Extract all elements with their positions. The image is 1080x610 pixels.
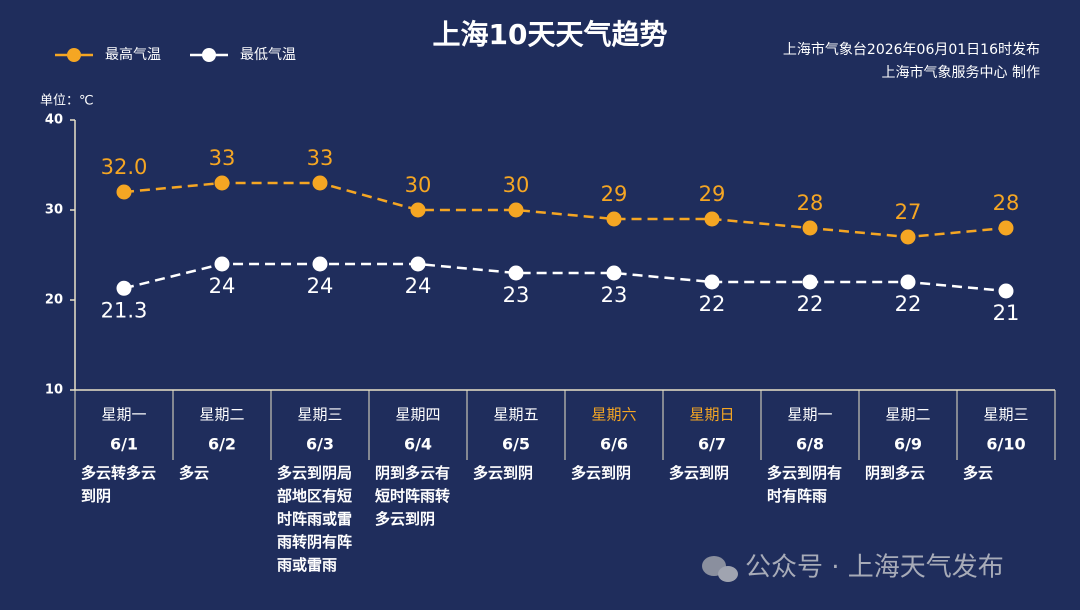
weather-text: 阴到多云有短时阵雨转多云到阴 (375, 464, 451, 528)
data-label: 33 (307, 146, 334, 170)
point (508, 202, 524, 218)
weekday-label: 星期三 (297, 406, 342, 424)
weekday-label: 星期二 (885, 406, 930, 424)
legend-label: 最低气温 (240, 47, 296, 63)
data-label: 28 (797, 191, 824, 215)
weather-text: 多云 (179, 464, 210, 482)
point (116, 184, 132, 200)
weather-text: 多云到阴 (669, 464, 730, 482)
note: 上海市气象服务中心 制作 (882, 64, 1040, 81)
point (606, 211, 622, 227)
data-label: 22 (699, 292, 726, 316)
data-label: 27 (895, 200, 922, 224)
x-tick-label: 6/8 (796, 435, 824, 454)
weather-text: 多云到阴局部地区有短时阵雨或雷雨转阴有阵雨或雷雨 (277, 464, 353, 574)
data-label: 23 (601, 283, 628, 307)
note: 上海市气象台2026年06月01日16时发布 (783, 41, 1040, 58)
point (508, 265, 524, 281)
point (802, 274, 818, 290)
data-label: 32.0 (101, 155, 148, 179)
point (704, 211, 720, 227)
point (116, 280, 132, 296)
weather-text: 多云到阴有时有阵雨 (767, 464, 843, 505)
weather-text: 多云 (963, 464, 994, 482)
point (214, 256, 230, 272)
data-label: 29 (601, 182, 628, 206)
chart-title: 上海10天天气趋势 (433, 18, 668, 51)
data-label: 33 (209, 146, 236, 170)
weather-text: 多云到阴 (473, 464, 534, 482)
series-line (123, 262, 1007, 293)
point (900, 274, 916, 290)
watermark: 公众号 · 上海天气发布 (702, 553, 1004, 583)
x-tick-label: 6/10 (986, 435, 1025, 454)
point (900, 229, 916, 245)
data-label: 21 (993, 301, 1020, 325)
y-tick-label: 40 (45, 113, 63, 128)
data-label: 24 (405, 274, 432, 298)
x-tick-label: 6/4 (404, 435, 432, 454)
weekday-label: 星期三 (983, 406, 1028, 424)
data-label: 30 (503, 173, 530, 197)
data-label: 23 (503, 283, 530, 307)
point (704, 274, 720, 290)
data-label: 22 (797, 292, 824, 316)
data-label: 28 (993, 191, 1020, 215)
x-tick-label: 6/5 (502, 435, 530, 454)
weekday-label: 星期四 (395, 406, 440, 424)
weekday-label: 星期一 (101, 406, 146, 424)
legend-marker (67, 48, 81, 62)
unit-label: 单位：℃ (40, 94, 94, 109)
legend-marker (202, 48, 216, 62)
x-tick-label: 6/7 (698, 435, 726, 454)
data-label: 21.3 (101, 298, 148, 322)
point (312, 256, 328, 272)
point (312, 175, 328, 191)
data-label: 22 (895, 292, 922, 316)
series-line (123, 181, 1007, 239)
y-tick-label: 20 (45, 293, 63, 308)
legend-label: 最高气温 (105, 46, 161, 63)
point (410, 202, 426, 218)
weather-text: 阴到多云 (865, 464, 926, 482)
point (802, 220, 818, 236)
watermark-text: 公众号 · 上海天气发布 (745, 553, 1004, 583)
x-tick-label: 6/9 (894, 435, 922, 454)
x-tick-label: 6/1 (110, 435, 138, 454)
weekday-label: 星期五 (493, 406, 538, 424)
x-tick-label: 6/6 (600, 435, 628, 454)
weekday-label: 星期二 (199, 406, 244, 424)
weekday-label: 星期日 (689, 406, 734, 424)
point (998, 283, 1014, 299)
point (214, 175, 230, 191)
weekday-label: 星期一 (787, 406, 832, 424)
weather-text: 多云转多云到阴 (81, 464, 157, 505)
point (606, 265, 622, 281)
y-tick-label: 10 (45, 383, 63, 398)
data-label: 29 (699, 182, 726, 206)
weather-text: 多云到阴 (571, 464, 632, 482)
weekday-label: 星期六 (591, 406, 636, 424)
data-label: 24 (209, 274, 236, 298)
data-label: 30 (405, 173, 432, 197)
y-tick-label: 30 (45, 203, 63, 218)
x-tick-label: 6/3 (306, 435, 334, 454)
point (410, 256, 426, 272)
point (998, 220, 1014, 236)
x-tick-label: 6/2 (208, 435, 236, 454)
data-label: 24 (307, 274, 334, 298)
